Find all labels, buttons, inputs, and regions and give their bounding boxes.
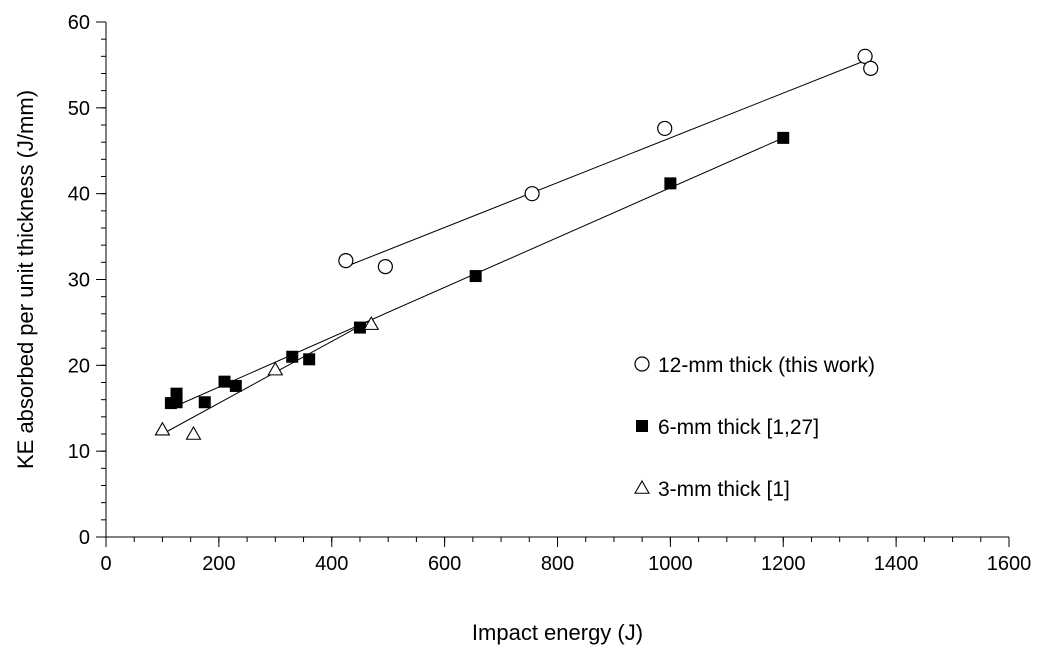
y-tick-label: 30 — [68, 270, 90, 292]
data-point-3-mm-thick-1 — [267, 361, 284, 376]
data-point-12-mm-thick-this-work — [338, 253, 354, 269]
x-axis-title: Impact energy (J) — [472, 620, 643, 645]
fit-lines — [162, 60, 866, 435]
legend-label-12-mm-thick-this-work: 12-mm thick (this work) — [658, 354, 875, 377]
data-point-12-mm-thick-this-work — [863, 60, 879, 76]
y-tick-label: 60 — [68, 12, 90, 34]
y-tick-label: 40 — [68, 184, 90, 206]
y-tick-label: 20 — [68, 355, 90, 377]
x-tick-label: 800 — [541, 553, 574, 575]
fit-line-3-mm-thick-1 — [162, 319, 372, 435]
legend-marker-12-mm-thick-this-work — [634, 356, 650, 372]
data-point-6-mm-thick-1-27 — [229, 379, 242, 392]
fit-line-12-mm-thick-this-work — [345, 60, 866, 268]
y-tick-label: 0 — [79, 527, 90, 549]
data-point-3-mm-thick-1 — [154, 421, 171, 436]
data-point-6-mm-thick-1-27 — [218, 375, 231, 388]
x-tick-label: 1200 — [761, 553, 806, 575]
data-point-6-mm-thick-1-27 — [469, 270, 482, 283]
data-point-3-mm-thick-1 — [185, 425, 202, 440]
x-tick-label: 1600 — [987, 553, 1032, 575]
x-tick-label: 0 — [100, 553, 111, 575]
data-point-12-mm-thick-this-work — [377, 259, 393, 275]
x-tick-label: 600 — [428, 553, 461, 575]
data-point-6-mm-thick-1-27 — [777, 131, 790, 144]
legend: 12-mm thick (this work) 6-mm thick [1,27]… — [634, 354, 875, 501]
data-point-6-mm-thick-1-27 — [664, 177, 677, 190]
data-point-6-mm-thick-1-27 — [170, 396, 183, 409]
legend-label-6-mm-thick-1-27: 6-mm thick [1,27] — [658, 416, 819, 439]
legend-marker-3-mm-thick-1 — [634, 479, 650, 494]
legend-marker-6-mm-thick-1-27 — [636, 420, 648, 432]
data-point-6-mm-thick-1-27 — [198, 396, 211, 409]
y-axis-title: KE absorbed per unit thickness (J/mm) — [13, 90, 38, 469]
data-point-6-mm-thick-1-27 — [286, 350, 299, 363]
data-point-3-mm-thick-1 — [363, 316, 380, 330]
y-tick-label: 10 — [68, 441, 90, 463]
data-markers — [154, 48, 879, 440]
data-point-6-mm-thick-1-27 — [353, 321, 366, 334]
x-tick-label: 1000 — [648, 553, 693, 575]
legend-label-3-mm-thick-1: 3-mm thick [1] — [658, 478, 790, 501]
x-tick-label: 200 — [202, 553, 235, 575]
axes: 0 200 400 600 800 1000 1200 1400 1600 0 10 20 30 40 50… — [68, 12, 1032, 575]
data-point-12-mm-thick-this-work — [524, 186, 540, 202]
x-tick-label: 1400 — [874, 553, 919, 575]
data-point-6-mm-thick-1-27 — [303, 353, 316, 366]
y-tick-label: 50 — [68, 98, 90, 120]
x-tick-label: 400 — [315, 553, 348, 575]
data-point-12-mm-thick-this-work — [657, 120, 673, 137]
